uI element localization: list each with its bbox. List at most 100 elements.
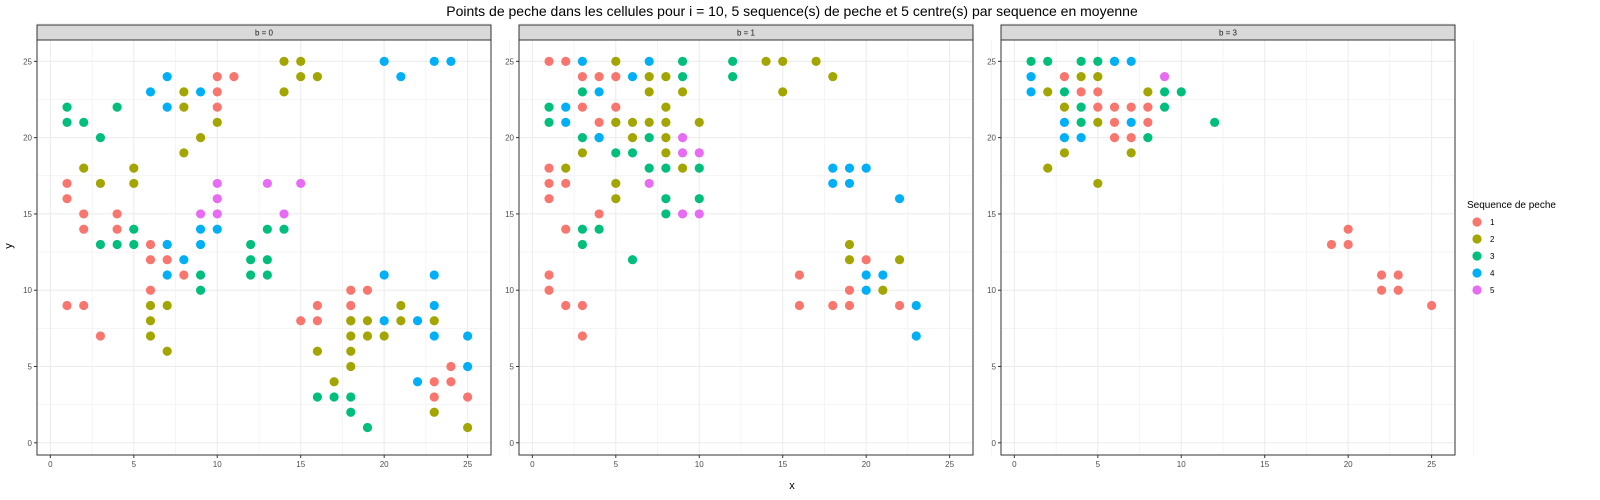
- data-point-seq-1: [594, 117, 604, 127]
- data-point-seq-2: [1126, 148, 1136, 158]
- y-tick-label: 5: [992, 363, 997, 372]
- data-point-seq-4: [212, 224, 222, 234]
- data-point-seq-4: [429, 270, 439, 280]
- data-points: [1026, 56, 1437, 311]
- data-point-seq-4: [1026, 87, 1036, 97]
- data-point-seq-3: [577, 239, 588, 250]
- legend-label-3: 3: [1490, 252, 1495, 261]
- y-tick-label: 25: [987, 57, 996, 66]
- data-point-seq-2: [661, 72, 671, 82]
- data-point-seq-2: [329, 377, 339, 387]
- data-point-seq-4: [379, 316, 389, 326]
- data-point-seq-4: [446, 56, 456, 66]
- legend-label-1: 1: [1490, 218, 1495, 227]
- x-axis-title: x: [789, 480, 795, 492]
- data-point-seq-2: [162, 346, 172, 356]
- y-tick-label: 5: [510, 363, 515, 372]
- data-point-seq-1: [362, 285, 373, 295]
- chart-title: Points de peche dans les cellules pour i…: [446, 3, 1138, 19]
- data-point-seq-4: [195, 224, 206, 234]
- data-point-seq-2: [346, 361, 356, 372]
- data-point-seq-3: [627, 255, 638, 265]
- data-point-seq-1: [62, 300, 72, 311]
- data-point-seq-5: [279, 209, 289, 219]
- x-tick-label: 5: [132, 460, 137, 469]
- data-point-seq-2: [463, 422, 473, 433]
- y-tick-label: 10: [987, 286, 996, 295]
- data-point-seq-1: [611, 72, 621, 82]
- data-point-seq-3: [661, 209, 671, 219]
- data-point-seq-4: [577, 56, 588, 66]
- panel-background: [37, 40, 491, 455]
- data-point-seq-4: [162, 102, 172, 112]
- data-point-seq-1: [212, 102, 222, 112]
- data-point-seq-4: [1109, 56, 1120, 66]
- data-point-seq-5: [212, 194, 222, 204]
- data-point-seq-1: [162, 255, 172, 265]
- data-point-seq-2: [129, 178, 139, 189]
- data-point-seq-4: [1059, 117, 1070, 127]
- data-point-seq-3: [1076, 102, 1086, 112]
- data-point-seq-4: [379, 270, 389, 280]
- legend-label-5: 5: [1490, 286, 1495, 295]
- data-point-seq-3: [346, 392, 356, 402]
- data-point-seq-4: [627, 72, 638, 82]
- data-point-seq-1: [577, 331, 588, 341]
- data-point-seq-1: [577, 300, 588, 311]
- data-point-seq-3: [577, 224, 588, 234]
- data-point-seq-3: [544, 102, 554, 112]
- data-point-seq-4: [861, 270, 871, 280]
- data-point-seq-2: [694, 117, 704, 127]
- data-point-seq-4: [1059, 133, 1070, 143]
- data-point-seq-1: [577, 72, 588, 82]
- legend-title: Sequence de peche: [1467, 200, 1556, 211]
- data-point-seq-2: [761, 56, 771, 66]
- x-tick-label: 0: [530, 460, 535, 469]
- legend-key-2: [1472, 234, 1482, 244]
- data-point-seq-4: [594, 87, 604, 97]
- data-point-seq-2: [212, 117, 222, 127]
- data-point-seq-3: [195, 285, 206, 295]
- data-point-seq-1: [62, 178, 72, 189]
- data-point-seq-4: [162, 239, 172, 250]
- data-point-seq-5: [212, 209, 222, 219]
- data-point-seq-4: [412, 316, 423, 326]
- data-point-seq-4: [1126, 117, 1136, 127]
- data-point-seq-1: [346, 300, 356, 311]
- data-point-seq-2: [296, 72, 306, 82]
- x-tick-label: 20: [862, 460, 871, 469]
- panel-2: b = 1 0 5 10 15 20 25 0 5 10 15 20 25: [505, 22, 992, 469]
- data-point-seq-4: [1076, 133, 1086, 143]
- data-point-seq-2: [279, 56, 289, 66]
- panel-background: [1001, 40, 1455, 455]
- panel-border: [518, 39, 974, 456]
- data-point-seq-1: [544, 178, 554, 189]
- data-point-seq-1: [79, 224, 89, 234]
- data-point-seq-3: [62, 117, 72, 127]
- data-point-seq-2: [346, 331, 356, 341]
- data-point-seq-4: [828, 163, 838, 173]
- data-point-seq-2: [894, 255, 905, 265]
- data-point-seq-1: [828, 300, 838, 311]
- data-point-seq-4: [861, 285, 871, 295]
- data-point-seq-2: [1043, 87, 1053, 97]
- data-point-seq-1: [145, 255, 156, 265]
- data-point-seq-5: [677, 209, 688, 219]
- data-point-seq-3: [362, 422, 373, 433]
- data-point-seq-5: [644, 178, 654, 189]
- data-point-seq-5: [694, 148, 704, 158]
- data-point-seq-1: [1126, 133, 1136, 143]
- y-tick-label: 20: [23, 134, 32, 143]
- data-point-seq-1: [1109, 102, 1120, 112]
- y-tick-label: 10: [23, 286, 32, 295]
- data-point-seq-1: [212, 72, 222, 82]
- data-point-seq-1: [112, 209, 122, 219]
- x-tick-label: 15: [296, 460, 305, 469]
- data-point-seq-3: [279, 224, 289, 234]
- data-point-seq-4: [379, 56, 389, 66]
- data-point-seq-1: [1393, 285, 1403, 295]
- data-point-seq-2: [362, 316, 373, 326]
- data-point-seq-3: [112, 102, 122, 112]
- data-point-seq-1: [561, 56, 571, 66]
- data-point-seq-4: [1126, 56, 1136, 66]
